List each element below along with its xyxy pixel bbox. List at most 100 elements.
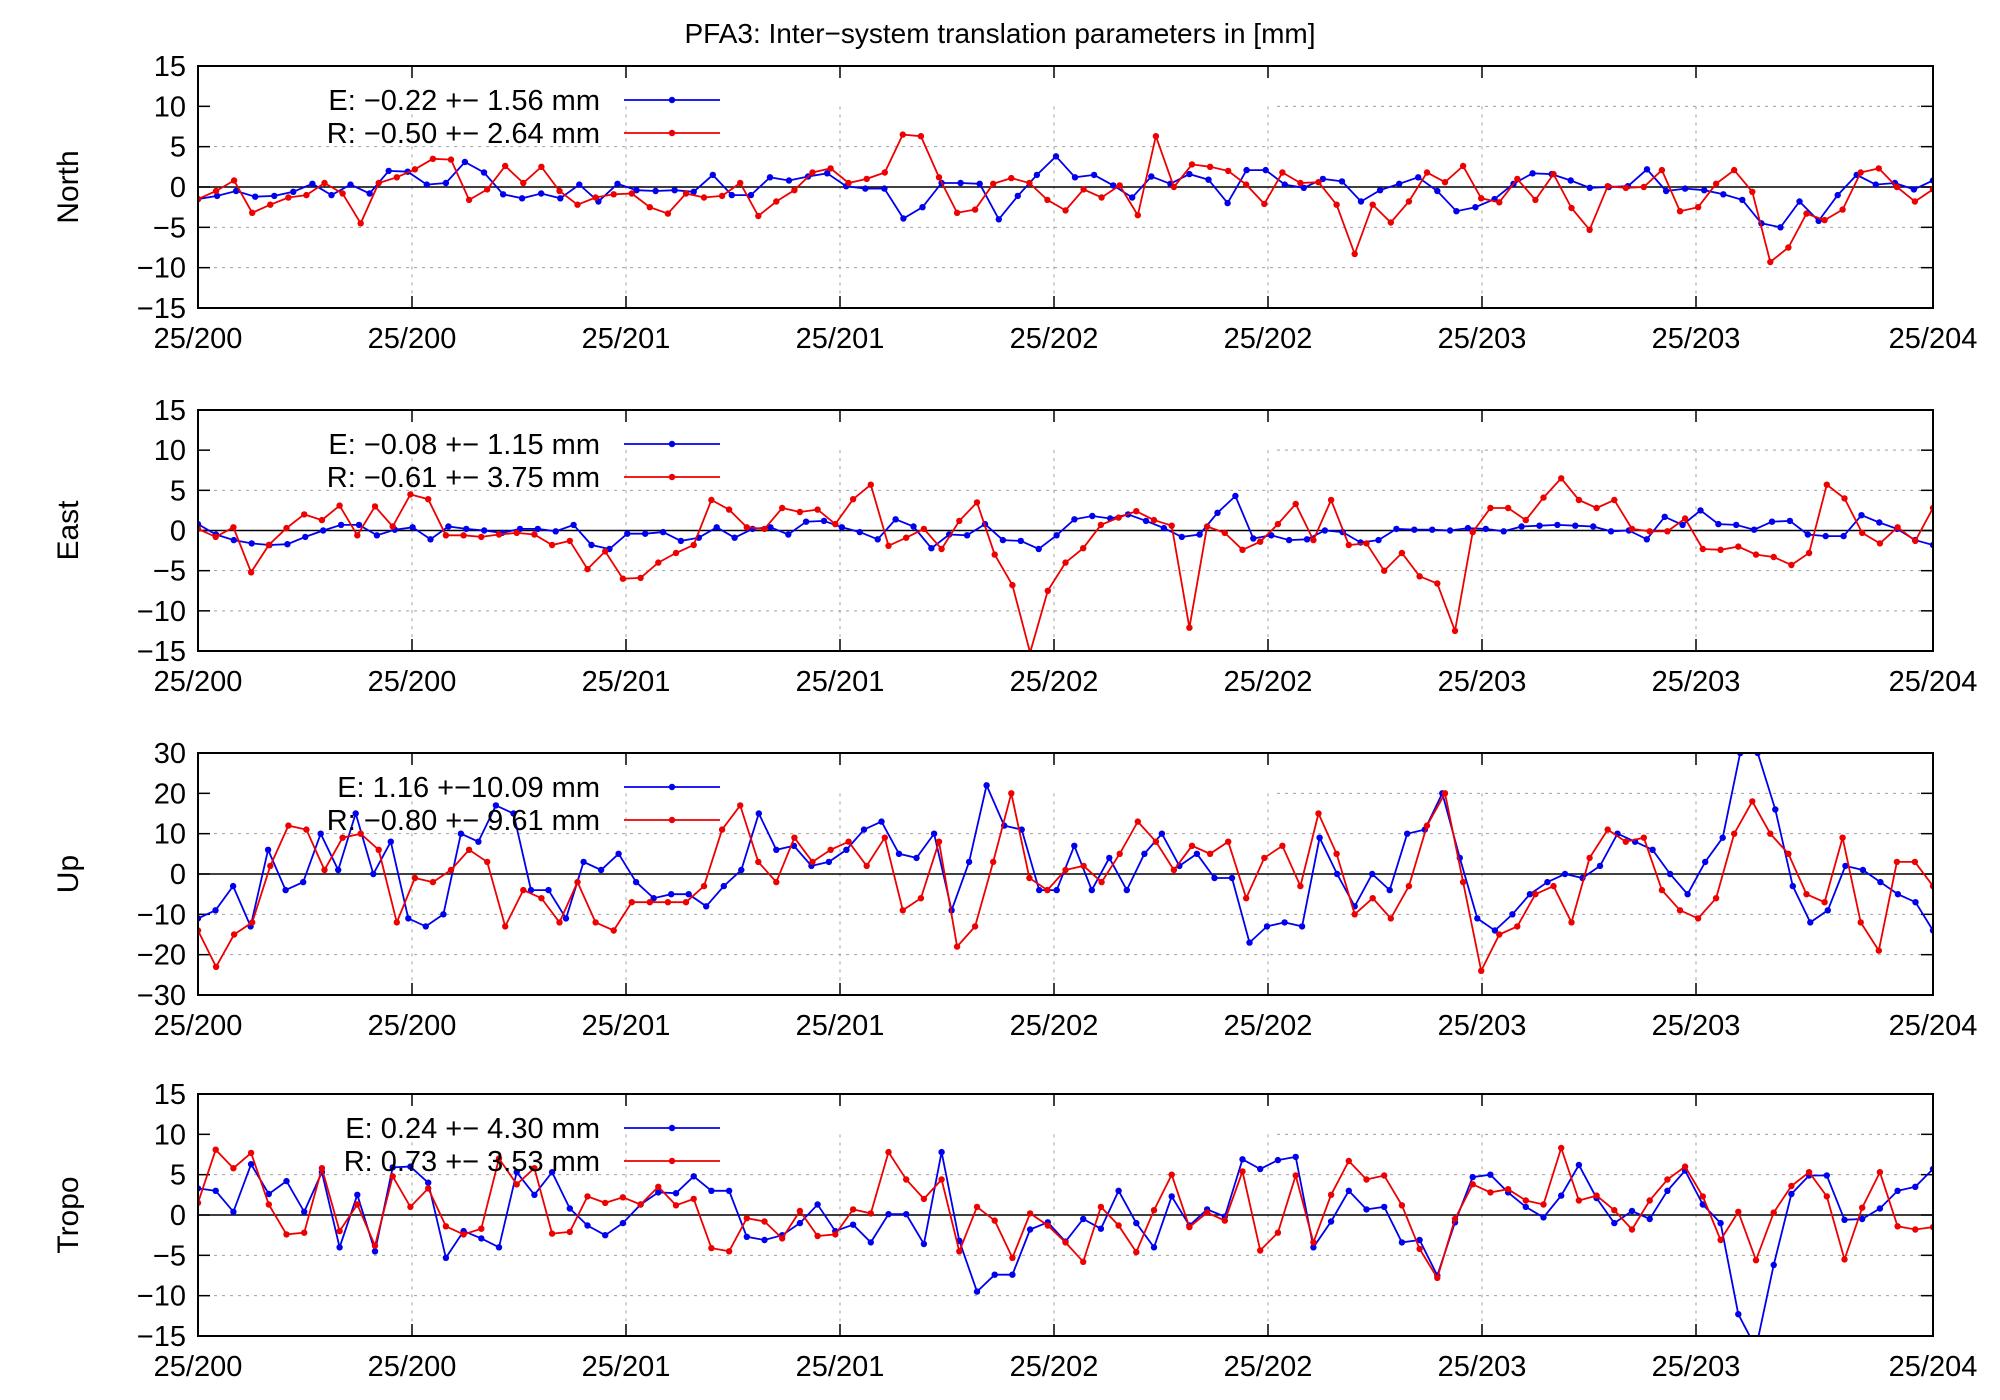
data-point	[1586, 226, 1593, 233]
data-point	[584, 565, 591, 573]
data-point	[1115, 514, 1122, 521]
data-point	[913, 854, 920, 862]
data-point	[531, 1165, 538, 1172]
data-point	[903, 1176, 910, 1183]
data-point	[271, 192, 278, 200]
data-point	[881, 834, 888, 841]
y-tick-label: 10	[154, 1119, 186, 1151]
data-point	[690, 1195, 697, 1203]
y-tick-label: −10	[137, 899, 186, 931]
data-point	[1561, 870, 1569, 878]
data-point	[809, 169, 816, 176]
data-point	[881, 169, 888, 176]
data-point	[999, 536, 1007, 544]
data-point	[354, 1191, 361, 1199]
data-point	[1279, 842, 1286, 849]
data-point	[624, 530, 631, 537]
data-point	[973, 499, 981, 506]
data-point	[903, 1211, 910, 1218]
y-tick-label: −10	[137, 596, 186, 628]
x-tick-label: 25/202	[1010, 1010, 1099, 1042]
data-point	[1875, 165, 1883, 172]
y-tick-label: 30	[154, 738, 186, 770]
data-point	[427, 536, 434, 543]
data-point	[1203, 523, 1211, 530]
data-point	[475, 838, 482, 845]
data-point	[767, 524, 774, 531]
data-point	[1550, 882, 1557, 890]
data-point	[1225, 838, 1232, 845]
data-point	[1017, 537, 1024, 545]
data-point	[1261, 854, 1268, 862]
data-point	[1206, 163, 1214, 170]
data-point	[672, 549, 680, 557]
data-point	[510, 810, 517, 817]
data-point	[843, 846, 850, 853]
data-point	[1188, 161, 1196, 168]
data-point	[548, 1169, 556, 1176]
data-point	[1823, 481, 1831, 488]
data-point	[1840, 532, 1847, 540]
legend-label: R: −0.80 +− 9.61 mm	[327, 805, 600, 837]
data-point	[971, 923, 979, 930]
data-point	[1805, 1169, 1813, 1176]
x-tick-label: 25/202	[1224, 1010, 1313, 1042]
data-point	[1604, 183, 1611, 190]
data-point	[1789, 882, 1797, 890]
data-point	[1026, 1226, 1034, 1233]
data-point	[1193, 850, 1201, 857]
data-point	[370, 870, 377, 878]
y-axis-label: Up	[52, 855, 85, 893]
series-r	[198, 475, 1933, 651]
data-point	[1912, 537, 1919, 545]
data-point	[1369, 895, 1376, 902]
data-point	[672, 1190, 680, 1197]
data-point	[899, 131, 906, 138]
x-tick-label: 25/203	[1652, 1351, 1741, 1383]
data-point	[983, 782, 990, 789]
data-point	[1150, 516, 1158, 524]
data-point	[387, 838, 394, 845]
data-point	[1089, 512, 1096, 520]
data-point	[1720, 191, 1727, 198]
y-tick-label: 10	[154, 819, 186, 851]
data-point	[1080, 186, 1087, 193]
data-point	[1482, 525, 1490, 533]
data-point	[1894, 524, 1901, 531]
data-point	[566, 537, 573, 545]
y-tick-label: 10	[154, 435, 186, 467]
data-point	[290, 188, 297, 195]
data-point	[1532, 891, 1539, 898]
data-point	[1080, 1215, 1087, 1223]
data-point	[592, 919, 599, 926]
data-point	[1214, 509, 1221, 516]
data-point	[1540, 1214, 1547, 1221]
y-tick-label: 10	[154, 91, 186, 123]
data-point	[252, 193, 259, 200]
data-point	[1611, 1207, 1618, 1214]
data-point	[1071, 842, 1078, 849]
data-point	[1150, 1207, 1158, 1214]
data-point	[856, 528, 863, 536]
data-point	[1777, 224, 1784, 231]
data-point	[1279, 169, 1286, 176]
data-point	[1735, 543, 1742, 550]
data-point	[445, 523, 452, 530]
data-point	[1666, 870, 1674, 878]
x-tick-label: 25/203	[1438, 666, 1527, 698]
data-point	[538, 190, 545, 197]
data-point	[628, 190, 635, 197]
data-point	[743, 1233, 750, 1241]
data-point	[1381, 567, 1388, 574]
data-point	[303, 826, 310, 833]
data-point	[212, 187, 220, 195]
data-point	[247, 1161, 255, 1168]
legend-label: E: 1.16 +−10.09 mm	[337, 772, 600, 804]
data-point	[1098, 878, 1105, 886]
data-point	[1150, 1244, 1158, 1251]
series-r	[198, 131, 1933, 266]
data-point	[212, 1146, 219, 1153]
data-point	[1841, 1256, 1848, 1263]
data-point	[588, 541, 595, 549]
data-point	[1628, 1207, 1636, 1215]
